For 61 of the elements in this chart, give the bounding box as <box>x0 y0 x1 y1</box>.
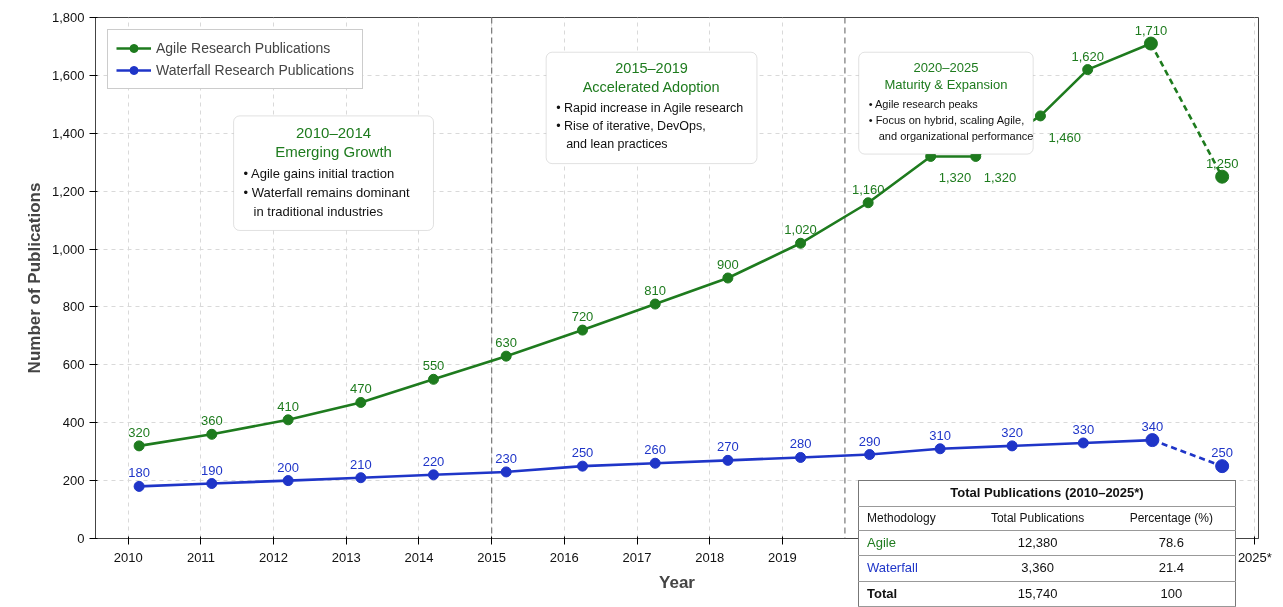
legend-label: Agile Research Publications <box>156 40 331 56</box>
y-tick-label: 800 <box>62 299 85 315</box>
x-tick-label: 2017 <box>622 549 652 565</box>
data-label: 200 <box>277 459 299 475</box>
data-label: 410 <box>277 398 299 414</box>
x-tick-label: 2014 <box>404 549 434 565</box>
data-label: 1,460 <box>1048 129 1081 145</box>
data-label: 180 <box>128 465 150 481</box>
x-tick-label: 2018 <box>695 549 725 565</box>
data-label: 250 <box>1211 445 1234 461</box>
y-tick-label: 1,400 <box>51 125 85 141</box>
x-axis-title: Year <box>659 572 696 592</box>
data-label: 550 <box>422 358 445 374</box>
x-tick-label: 2010 <box>113 549 143 565</box>
data-label: 630 <box>495 335 518 351</box>
y-tick-label: 0 <box>77 531 85 546</box>
data-label: 810 <box>644 283 667 299</box>
data-label: 330 <box>1072 421 1095 437</box>
data-label: 1,320 <box>938 170 972 186</box>
data-label: 1,620 <box>1071 48 1104 64</box>
x-tick-label: 2015 <box>477 549 507 565</box>
data-label: 290 <box>858 433 881 449</box>
data-label: 260 <box>644 442 667 458</box>
y-tick-label: 200 <box>62 473 85 489</box>
legend-label: Waterfall Research Publications <box>156 62 354 78</box>
data-label: 270 <box>717 439 739 455</box>
y-axis-title: Number of Publications <box>24 182 44 374</box>
data-label: 1,250 <box>1205 155 1239 171</box>
data-label: 470 <box>349 381 372 397</box>
data-label: 310 <box>929 427 951 443</box>
data-label: 250 <box>571 445 594 461</box>
data-label: 720 <box>571 309 594 325</box>
data-label: 340 <box>1141 419 1164 435</box>
x-tick-label: 2013 <box>331 549 361 565</box>
data-label: 320 <box>1001 424 1023 440</box>
y-tick-label: 1,800 <box>51 10 85 25</box>
x-tick-label: 2019 <box>767 549 797 565</box>
data-label: 230 <box>495 450 518 466</box>
y-tick-label: 1,000 <box>51 241 85 257</box>
data-label: 1,320 <box>983 170 1017 186</box>
summary-table: Total Publications (2010–2025*) Methodology Total Publications Percentage (%) Agile 12,380 78.6 Waterfall 3,360 21.4 Total 15,740 100 <box>858 480 1236 607</box>
x-tick-label: 2011 <box>186 549 215 565</box>
annotation: 2020–2025 Maturity & Expansion • Agile research peaks • Focus on hybrid, scaling Agile, and organizational performance <box>868 60 1034 143</box>
annotation: 2015–2019 Accelerated Adoption • Rapid increase in Agile research • Rise of iterative, DevOps, and lean practices <box>556 60 744 152</box>
y-tick-label: 1,200 <box>51 183 85 199</box>
annotation: 2010–2014 Emerging Growth • Agile gains initial traction • Waterfall remains dominant in traditional industries <box>243 123 410 219</box>
y-tick-label: 1,600 <box>51 67 85 83</box>
x-tick-label: 2012 <box>259 549 289 565</box>
data-label: 280 <box>789 436 812 452</box>
x-tick-label: 2016 <box>549 549 579 565</box>
data-label: 360 <box>200 413 223 429</box>
y-tick-label: 400 <box>62 415 85 431</box>
data-label: 220 <box>422 453 445 469</box>
data-label: 1,710 <box>1134 22 1168 38</box>
data-label: 210 <box>349 456 372 472</box>
data-label: 1,020 <box>784 222 817 238</box>
x-tick-label: 2025* <box>1237 549 1272 565</box>
data-label: 900 <box>717 257 739 272</box>
data-label: 190 <box>200 462 223 478</box>
data-label: 320 <box>128 424 150 440</box>
y-tick-label: 600 <box>62 357 85 373</box>
